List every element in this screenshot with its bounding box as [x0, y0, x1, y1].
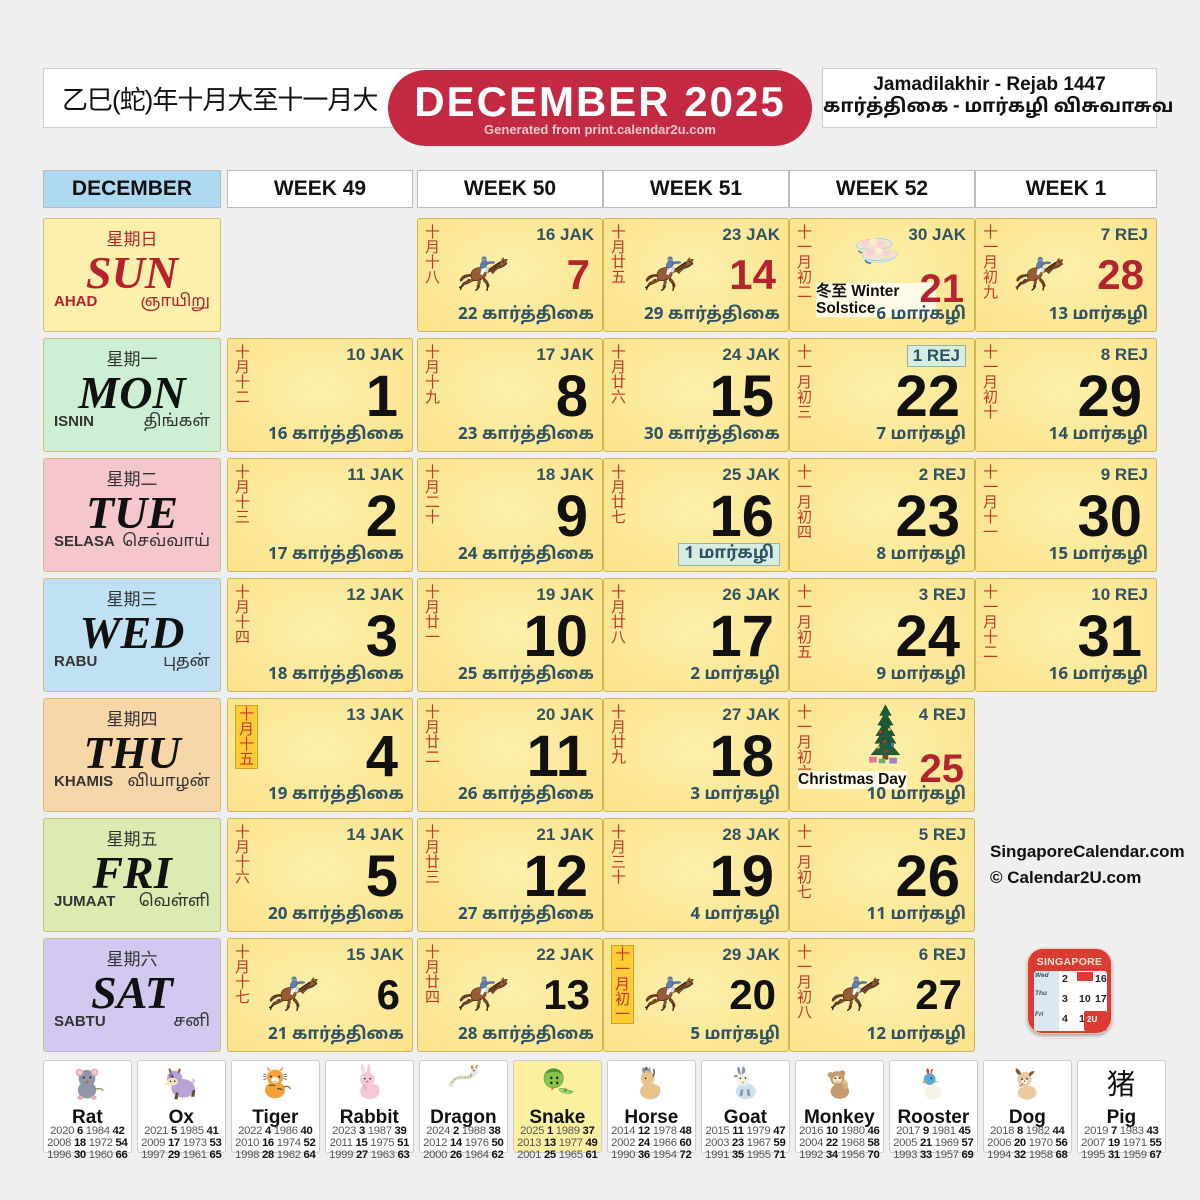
svg-text:猪: 猪 [1107, 1069, 1136, 1101]
